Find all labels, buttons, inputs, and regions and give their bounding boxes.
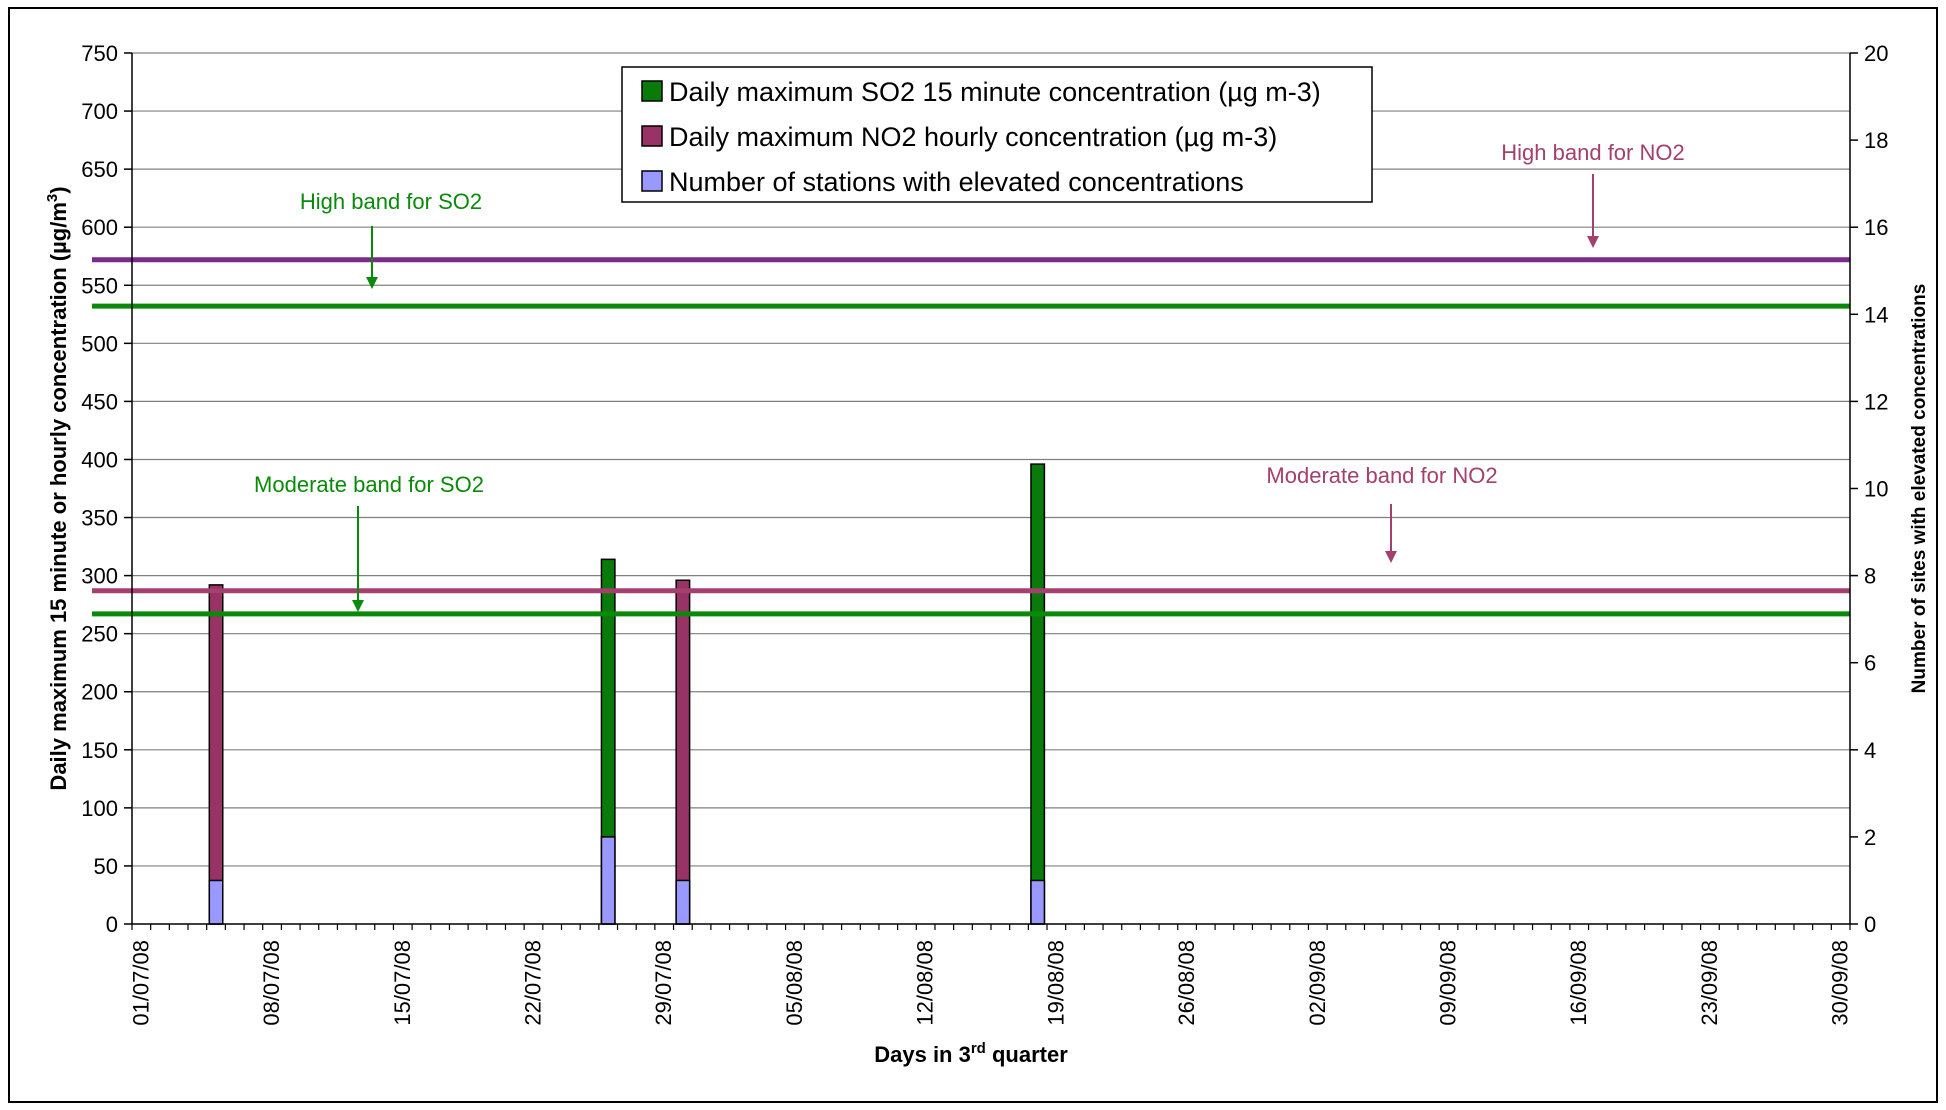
x-tick-label: 22/07/08	[520, 940, 545, 1026]
no2-high-arrow-head	[1587, 236, 1599, 248]
left-tick-label: 250	[81, 622, 118, 647]
no2-bar	[208, 584, 224, 925]
left-tick-label: 700	[81, 99, 118, 124]
axes-group: 0501001502002503003504004505005506006507…	[44, 41, 1930, 1067]
stations-bar	[1030, 879, 1046, 925]
no2-moderate-band-label: Moderate band for NO2	[1266, 463, 1497, 488]
so2-high-arrow-head	[366, 277, 378, 289]
legend-box	[621, 66, 1373, 203]
x-tick-label: 23/09/08	[1697, 940, 1722, 1026]
x-axis-title: Days in 3rd quarter	[874, 1040, 1068, 1067]
no2-bar	[675, 579, 691, 925]
left-tick-label: 600	[81, 215, 118, 240]
right-tick-label: 6	[1864, 651, 1876, 676]
right-tick-label: 2	[1864, 825, 1876, 850]
x-tick-label: 09/09/08	[1436, 940, 1461, 1026]
so2-legend-label: Daily maximum SO2 15 minute concentratio…	[669, 77, 1321, 107]
no2-high-band-label: High band for NO2	[1501, 140, 1684, 165]
left-tick-label: 300	[81, 564, 118, 589]
left-tick-label: 500	[81, 331, 118, 356]
bars-group	[208, 463, 1046, 925]
stations-legend-label: Number of stations with elevated concent…	[669, 167, 1244, 197]
x-tick-label: 26/08/08	[1174, 940, 1199, 1026]
left-tick-label: 150	[81, 738, 118, 763]
left-tick-label: 450	[81, 389, 118, 414]
x-tick-label: 12/08/08	[913, 940, 938, 1026]
right-tick-label: 10	[1864, 477, 1888, 502]
so2-moderate-arrow-head	[352, 600, 364, 612]
right-tick-label: 16	[1864, 215, 1888, 240]
right-tick-label: 20	[1864, 41, 1888, 66]
left-tick-label: 200	[81, 680, 118, 705]
stations-bar	[208, 879, 224, 925]
x-tick-label: 15/07/08	[390, 940, 415, 1026]
left-tick-label: 350	[81, 506, 118, 531]
x-tick-label: 29/07/08	[651, 940, 676, 1026]
so2-moderate-band-label: Moderate band for SO2	[254, 472, 484, 497]
so2-legend-swatch	[641, 80, 663, 102]
x-tick-label: 30/09/08	[1828, 940, 1853, 1026]
left-tick-label: 750	[81, 41, 118, 66]
x-tick-label: 05/08/08	[782, 940, 807, 1026]
stations-bar	[600, 836, 616, 925]
right-tick-label: 8	[1864, 564, 1876, 589]
stations-bar	[675, 879, 691, 925]
so2-bar	[1030, 463, 1046, 925]
x-tick-label: 19/08/08	[1043, 940, 1068, 1026]
x-tick-label: 16/09/08	[1566, 940, 1591, 1026]
left-y-axis-title: Daily maximum 15 minute or hourly concen…	[44, 186, 71, 790]
left-tick-label: 650	[81, 157, 118, 182]
legend: Daily maximum SO2 15 minute concentratio…	[621, 66, 1373, 203]
right-tick-label: 0	[1864, 912, 1876, 937]
left-tick-label: 550	[81, 273, 118, 298]
right-tick-label: 18	[1864, 128, 1888, 153]
left-tick-label: 400	[81, 447, 118, 472]
right-tick-label: 12	[1864, 389, 1888, 414]
left-tick-label: 0	[106, 912, 118, 937]
band-lines-group	[92, 257, 1850, 617]
x-tick-label: 02/09/08	[1305, 940, 1330, 1026]
x-tick-label: 08/07/08	[259, 940, 284, 1026]
right-y-axis-title: Number of sites with elevated concentrat…	[1909, 284, 1930, 694]
right-tick-label: 4	[1864, 738, 1876, 763]
x-tick-label: 01/07/08	[128, 940, 153, 1026]
stations-legend-swatch	[641, 170, 663, 192]
left-tick-label: 50	[94, 854, 118, 879]
right-tick-label: 14	[1864, 302, 1888, 327]
no2-legend-swatch	[641, 125, 663, 147]
so2-high-band-label: High band for SO2	[300, 189, 482, 214]
no2-legend-label: Daily maximum NO2 hourly concentration (…	[669, 122, 1277, 152]
left-tick-label: 100	[81, 796, 118, 821]
annotations-group: High band for NO2 High band for SO2 Modera…	[254, 140, 1685, 612]
no2-moderate-arrow-head	[1385, 551, 1397, 563]
